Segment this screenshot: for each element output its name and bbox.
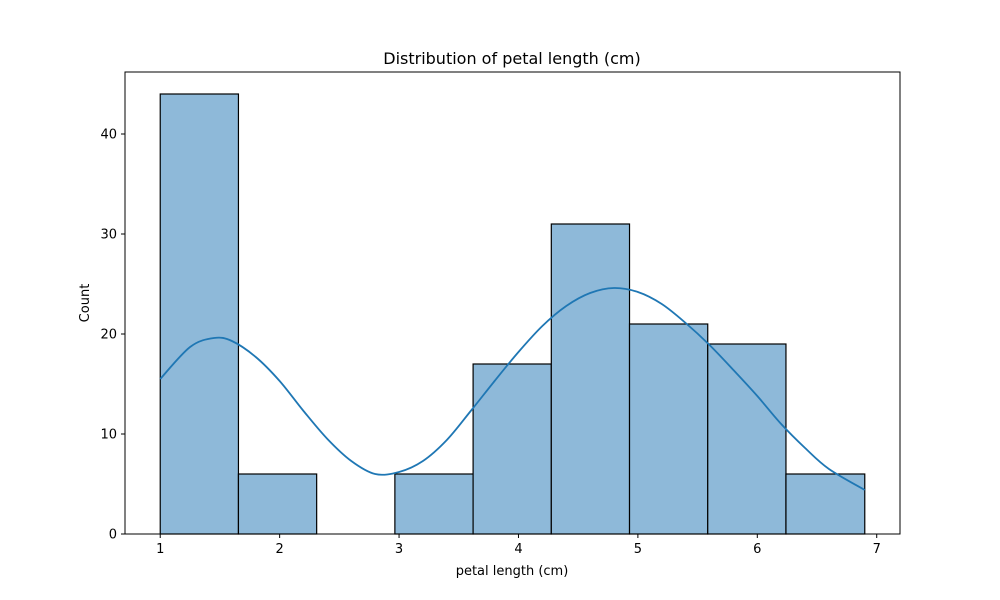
histogram-bar	[159, 93, 240, 535]
histogram-bar	[394, 473, 474, 535]
x-axis-label: petal length (cm)	[456, 564, 569, 579]
y-tick-label: 20	[100, 328, 117, 343]
bars-layer	[159, 93, 866, 535]
y-axis-label: Count	[78, 284, 93, 323]
plot-area-frame	[124, 71, 901, 535]
x-tick-label: 1	[156, 542, 164, 557]
x-tick-label: 5	[634, 542, 642, 557]
y-tick-label: 0	[109, 528, 117, 543]
histogram-bar	[785, 473, 866, 535]
y-tick-label: 10	[100, 428, 117, 443]
chart-title: Distribution of petal length (cm)	[383, 49, 641, 68]
x-tick-label: 4	[514, 542, 522, 557]
histogram-bar	[237, 473, 318, 535]
x-tick-label: 3	[395, 542, 403, 557]
x-tick-label: 7	[873, 542, 881, 557]
histogram-bar	[550, 223, 631, 535]
x-tick-label: 2	[276, 542, 284, 557]
kde-layer	[159, 287, 866, 491]
histogram-bar	[628, 323, 709, 535]
y-tick-label: 40	[100, 128, 117, 143]
histogram-bar	[707, 343, 787, 535]
kde-curve	[159, 287, 866, 491]
y-axis: 0 10 20 30 40	[100, 128, 125, 543]
y-tick-label: 30	[100, 228, 117, 243]
x-axis: 1 2 3 4 5 6 7	[156, 534, 881, 557]
histogram-bar	[472, 363, 552, 535]
x-tick-label: 6	[753, 542, 761, 557]
